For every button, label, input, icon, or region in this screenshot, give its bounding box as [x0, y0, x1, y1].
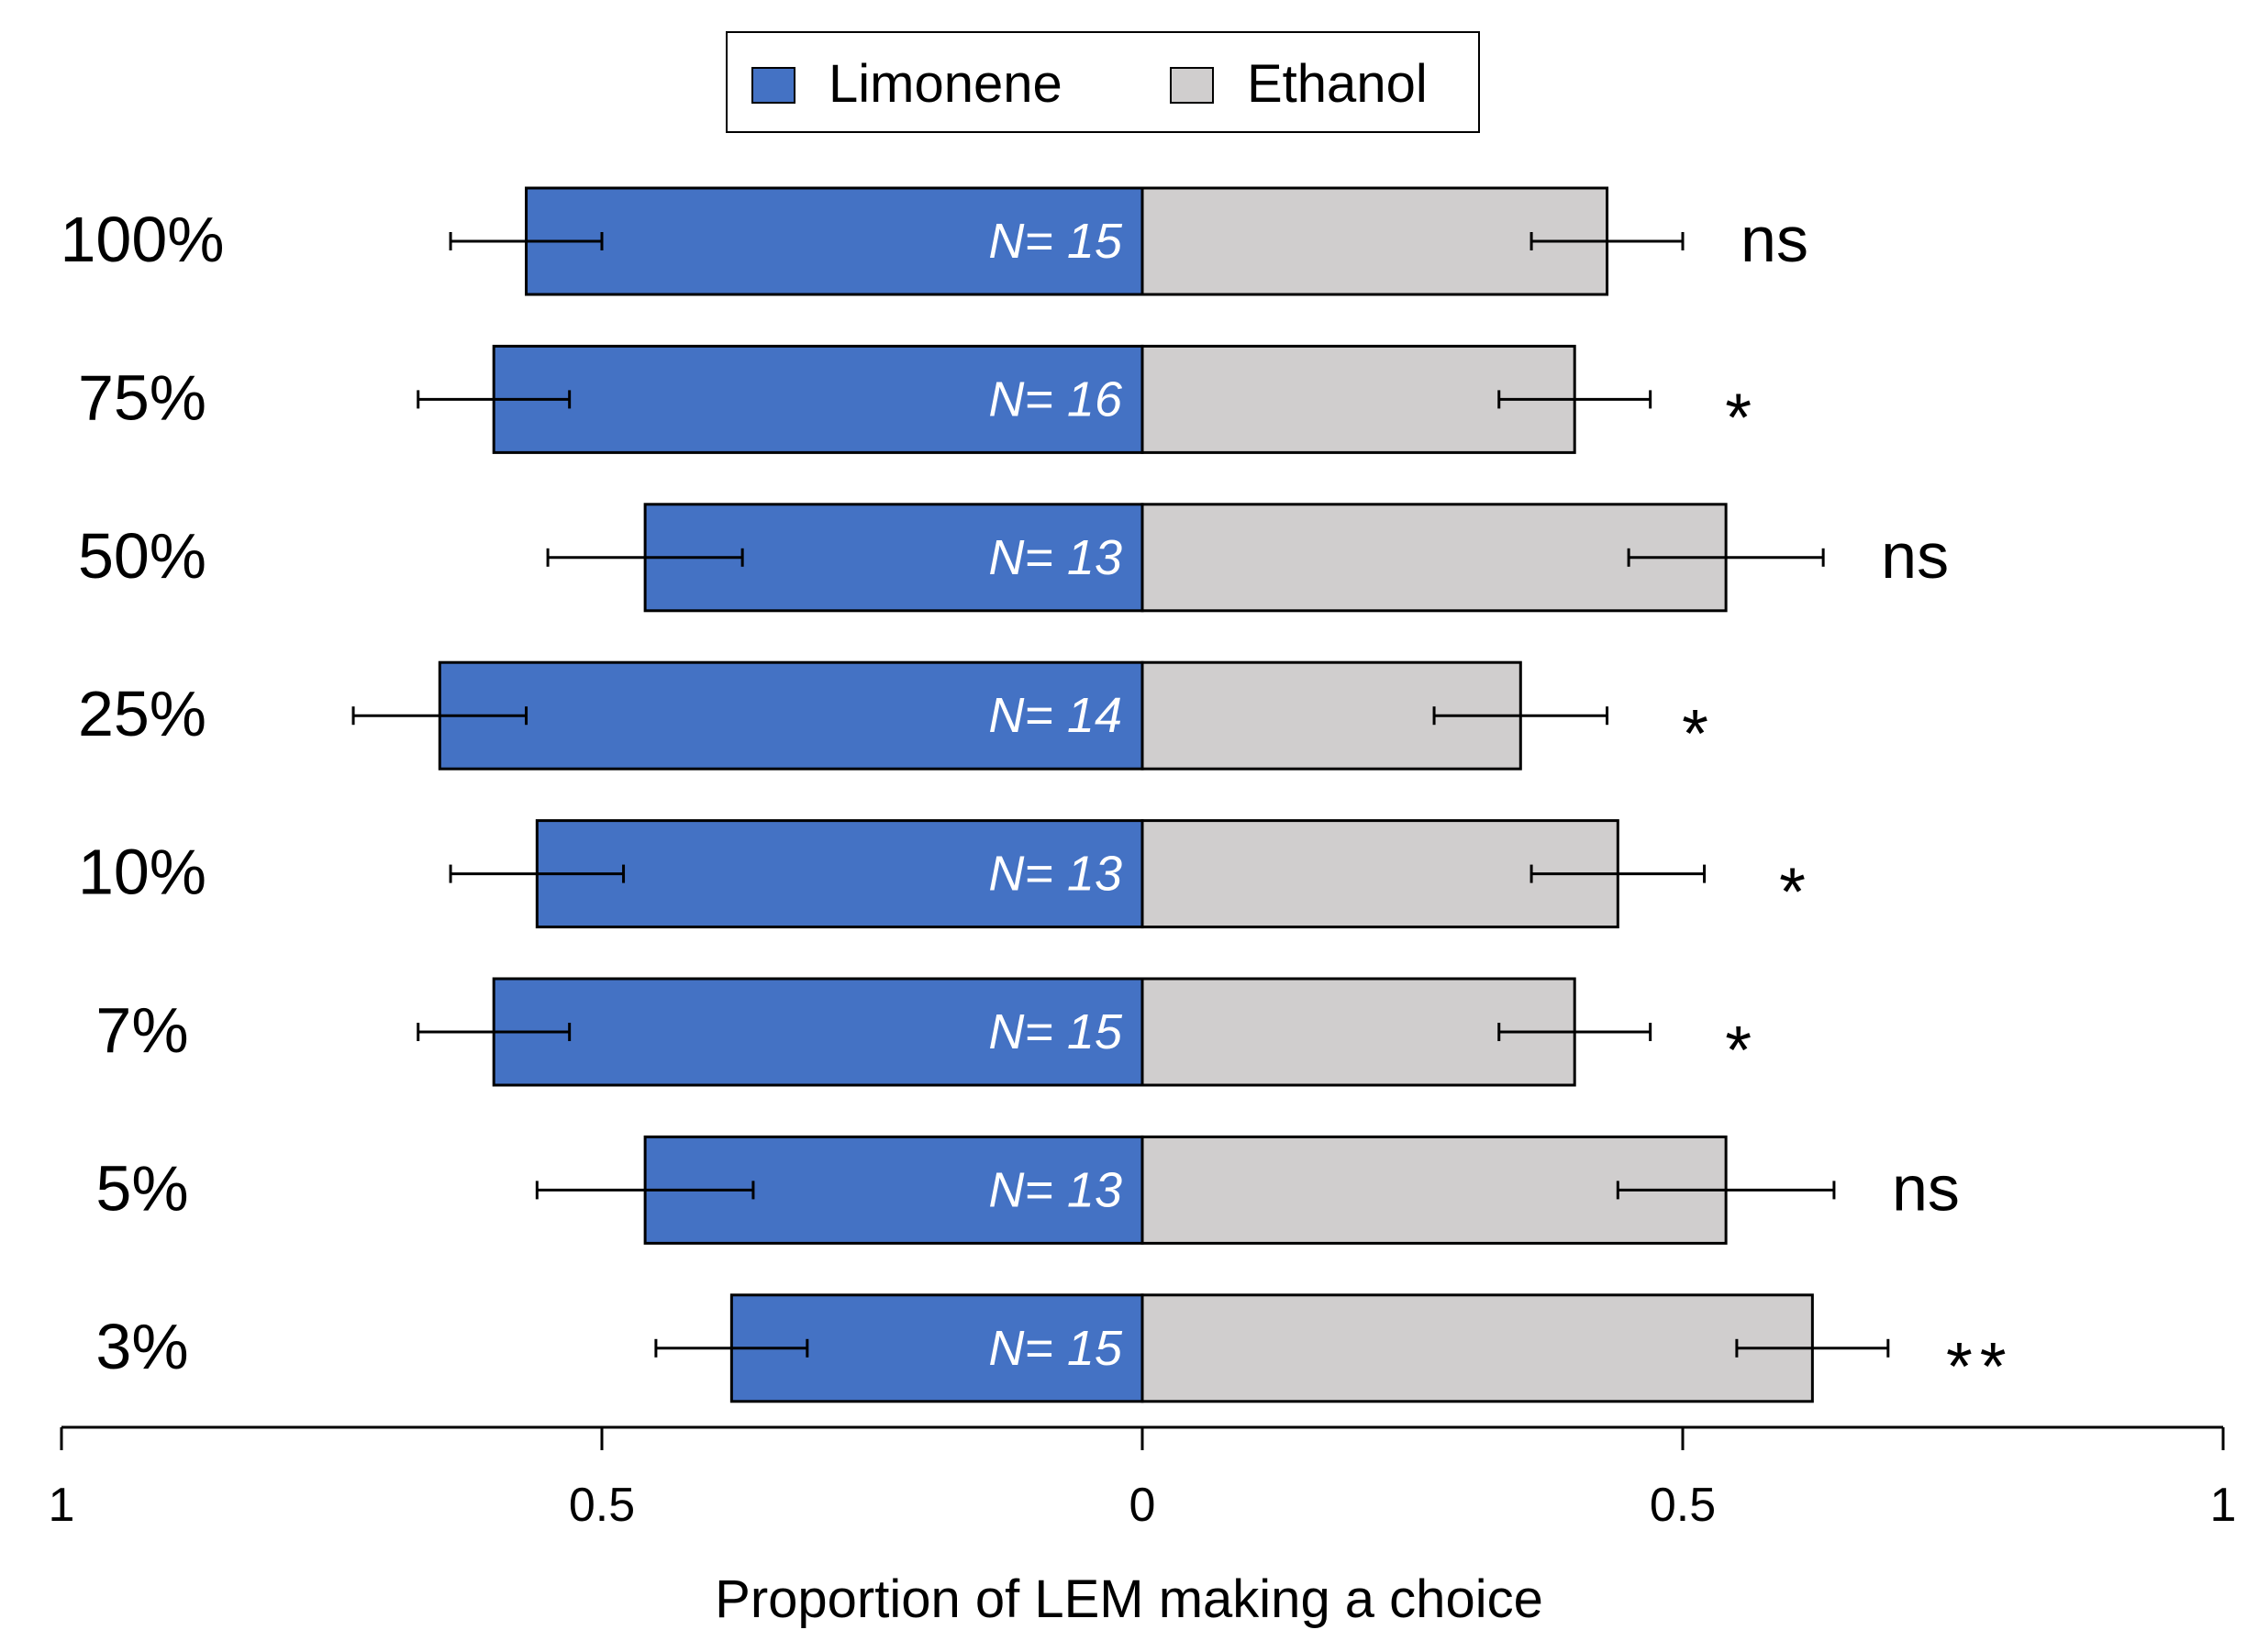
x-tick-label: 0: [1129, 1479, 1156, 1532]
sample-size-labels: N= 15 N= 16 N= 13 N= 14 N= 13 N= 15 N= 13 N= 15: [988, 214, 1123, 1376]
legend-swatch-ethanol: [1170, 67, 1214, 104]
category-label: 100%: [60, 204, 224, 275]
significance-label: *: [1779, 854, 1813, 930]
category-labels: 100% 75% 50% 25% 10% 7% 5% 3%: [60, 204, 224, 1382]
x-tick-label: 1: [2210, 1479, 2237, 1532]
bars: [438, 186, 1814, 1403]
category-label: 75%: [78, 361, 206, 433]
legend: Limonene Ethanol: [726, 31, 1480, 133]
category-label: 5%: [95, 1152, 188, 1224]
bar-ethanol: [1140, 186, 1609, 296]
sample-size-label: N= 14: [988, 688, 1122, 743]
legend-swatch-limonene: [751, 67, 795, 104]
legend-label-ethanol: Ethanol: [1247, 54, 1428, 114]
significance-label: ns: [1741, 204, 1808, 275]
bar-limonene: [438, 660, 1144, 771]
category-label: 7%: [95, 994, 188, 1066]
bar-ethanol: [1140, 1293, 1814, 1403]
category-label: 25%: [78, 678, 206, 749]
sample-size-label: N= 15: [988, 1004, 1123, 1059]
x-tick-label: 1: [49, 1479, 75, 1532]
sample-size-label: N= 13: [988, 530, 1122, 585]
x-axis-title: Proportion of LEM making a choice: [715, 1569, 1543, 1629]
sample-size-label: N= 15: [988, 1321, 1123, 1376]
significance-label: *: [1725, 1012, 1759, 1088]
bar-limonene: [525, 186, 1144, 296]
x-tick-label: 0.5: [1650, 1479, 1716, 1532]
sample-size-label: N= 16: [988, 371, 1123, 427]
sample-size-label: N= 13: [988, 1162, 1122, 1217]
significance-label: *: [1725, 379, 1759, 455]
significance-label: ns: [1881, 520, 1949, 592]
significance-label: ns: [1892, 1152, 1960, 1224]
x-tick-label: 0.5: [569, 1479, 635, 1532]
legend-label-limonene: Limonene: [829, 54, 1062, 114]
significance-labels: ns*ns***ns**: [1682, 204, 2014, 1404]
error-bars: [351, 232, 1890, 1358]
category-label: 50%: [78, 520, 206, 592]
category-label: 3%: [95, 1311, 188, 1382]
bar-limonene: [492, 344, 1144, 454]
sample-size-label: N= 13: [988, 847, 1122, 902]
significance-label: *: [1682, 695, 1716, 771]
x-axis: 1 0.5 0 0.5 1: [49, 1425, 2237, 1532]
category-label: 10%: [78, 837, 206, 908]
sample-size-label: N= 15: [988, 214, 1123, 269]
significance-label: **: [1946, 1328, 2014, 1404]
